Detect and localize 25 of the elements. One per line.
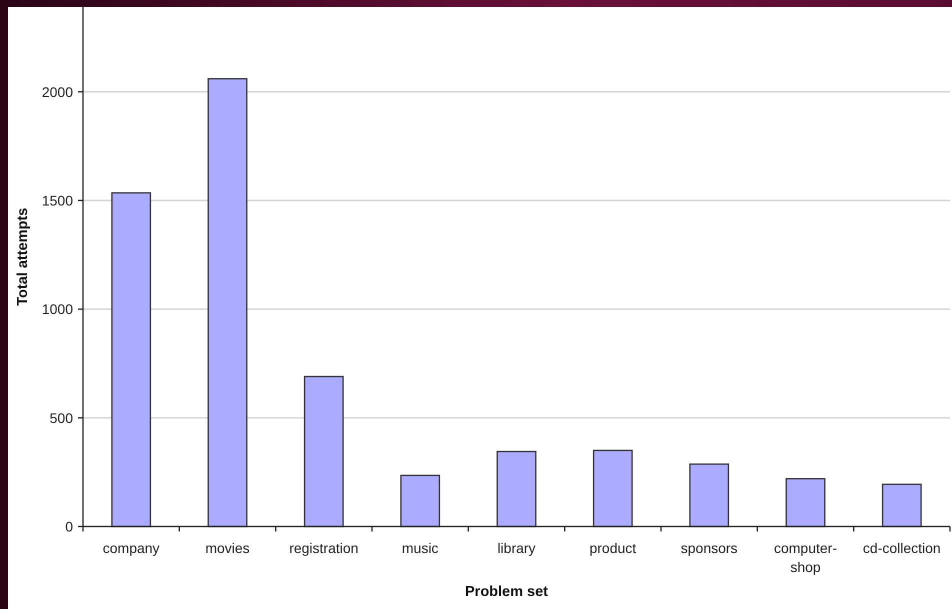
x-tick-label: music bbox=[402, 540, 438, 556]
bar bbox=[304, 376, 344, 528]
x-tick-label: registration bbox=[289, 540, 358, 556]
x-axis-title: Problem set bbox=[465, 584, 548, 600]
x-tick-label: company bbox=[102, 540, 160, 556]
y-tick-label: 1000 bbox=[42, 301, 74, 318]
bar bbox=[786, 478, 826, 528]
bar bbox=[496, 450, 536, 528]
bar bbox=[882, 484, 922, 528]
y-tick-label: 2000 bbox=[42, 84, 74, 100]
y-tick-label: 0 bbox=[65, 518, 74, 534]
x-tick-label: computer-shop bbox=[774, 540, 838, 575]
x-tick-label: movies bbox=[205, 540, 250, 556]
bar bbox=[400, 474, 440, 528]
y-axis-title: Total attempts bbox=[15, 208, 31, 306]
x-tick-label: cd-collection bbox=[862, 540, 941, 556]
x-tick-label: library bbox=[497, 540, 536, 556]
bar bbox=[111, 192, 152, 528]
bar bbox=[208, 78, 248, 528]
x-tick-label: sponsors bbox=[680, 540, 738, 556]
y-tick-label: 1500 bbox=[42, 192, 74, 208]
bar bbox=[592, 450, 633, 528]
bar bbox=[689, 463, 730, 528]
x-tick-label: product bbox=[589, 540, 636, 556]
y-tick-label: 500 bbox=[50, 410, 74, 426]
